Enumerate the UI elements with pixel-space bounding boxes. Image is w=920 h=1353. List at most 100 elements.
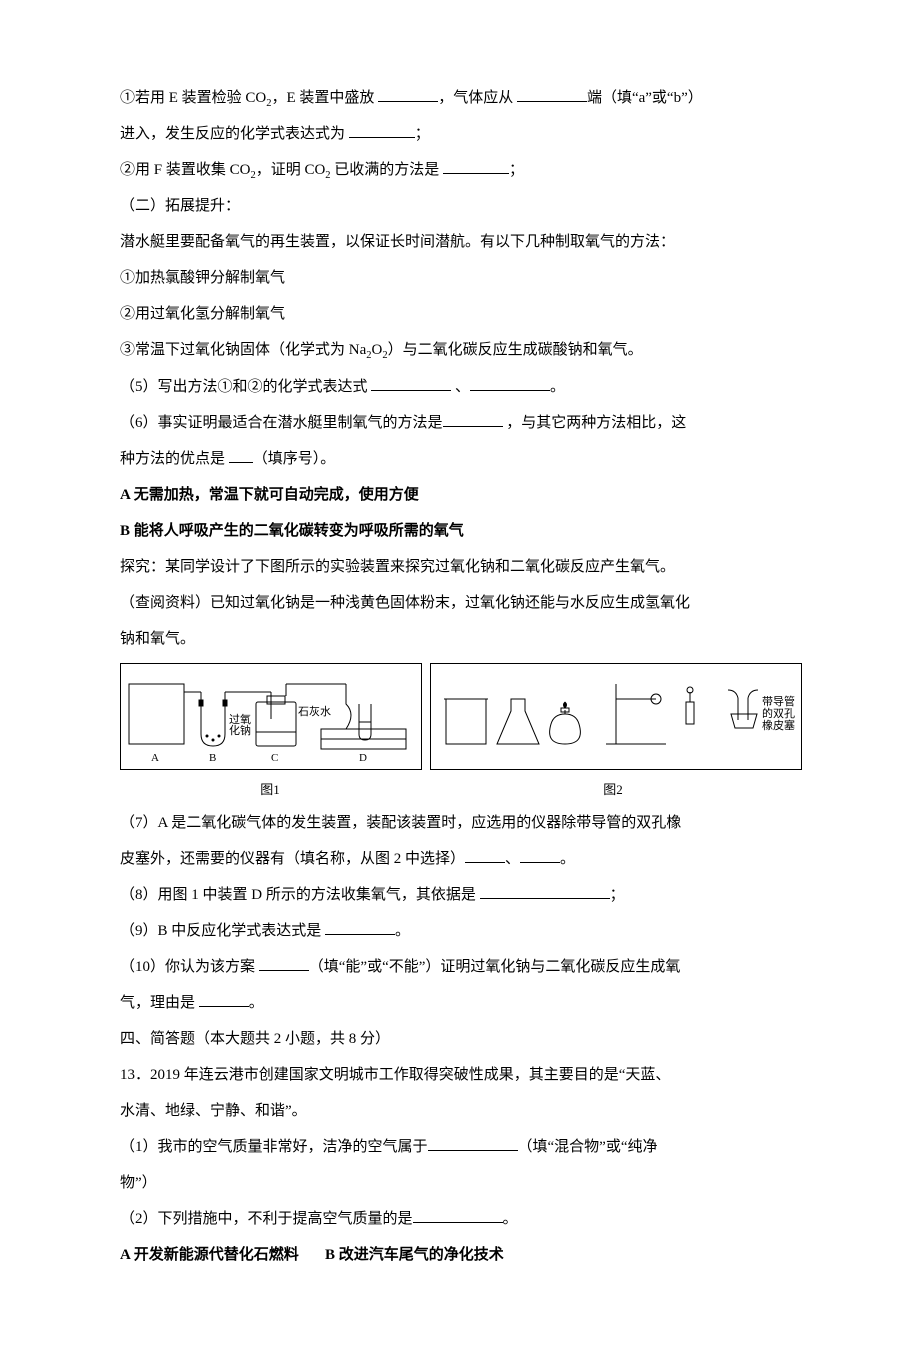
text: 潜水艇里要配备氧气的再生装置，以保证长时间潜航。有以下几种制取氧气的方法： bbox=[120, 234, 675, 250]
figure-1: A B C D 过氧 化钠 石灰水 bbox=[120, 663, 422, 770]
label-na2: 化钠 bbox=[229, 725, 251, 737]
text: 。 bbox=[395, 923, 410, 939]
apparatus-diagram-2-icon bbox=[431, 664, 801, 769]
text: ①若用 E 装置检验 CO bbox=[120, 90, 266, 106]
text: B 能将人呼吸产生的二氧化碳转变为呼吸所需的氧气 bbox=[120, 523, 464, 539]
q13-1-line2: 物”） bbox=[120, 1165, 800, 1201]
blank bbox=[325, 919, 395, 935]
text: 进入，发生反应的化学式表达式为 bbox=[120, 126, 349, 142]
text: 13．2019 年连云港市创建国家文明城市工作取得突破性成果，其主要目的是“天蓝… bbox=[120, 1067, 670, 1083]
text: ； bbox=[415, 126, 430, 142]
text: 。 bbox=[550, 379, 565, 395]
option-B: B 能将人呼吸产生的二氧化碳转变为呼吸所需的氧气 bbox=[120, 513, 800, 549]
blank bbox=[480, 883, 610, 899]
text: 四、简答题（本大题共 2 小题，共 8 分） bbox=[120, 1031, 390, 1047]
q6-line1: （6）事实证明最适合在潜水艇里制氧气的方法是 ，与其它两种方法相比，这 bbox=[120, 405, 800, 441]
option-A: A 无需加热，常温下就可自动完成，使用方便 bbox=[120, 477, 800, 513]
caption-2: 图2 bbox=[428, 774, 798, 805]
text: 探究：某同学设计了下图所示的实验装置来探究过氧化钠和二氧化碳反应产生氧气。 bbox=[120, 559, 675, 575]
text: 、 bbox=[505, 851, 520, 867]
exam-page: ①若用 E 装置检验 CO2，E 装置中盛放 ，气体应从 端（填“a”或“b”）… bbox=[0, 0, 920, 1353]
figure-captions: 图1 图2 bbox=[120, 772, 800, 805]
text: A 无需加热，常温下就可自动完成，使用方便 bbox=[120, 487, 419, 503]
label-lime: 石灰水 bbox=[298, 706, 331, 718]
blank bbox=[229, 447, 253, 463]
text: 。 bbox=[249, 995, 264, 1011]
text: 已收满的方法是 bbox=[331, 162, 444, 178]
text: 。 bbox=[560, 851, 575, 867]
text: （填“混合物”或“纯净 bbox=[518, 1139, 658, 1155]
text: 钠和氧气。 bbox=[120, 631, 195, 647]
text: （5）写出方法①和②的化学式表达式 bbox=[120, 379, 371, 395]
text: （7）A 是二氧化碳气体的发生装置，装配该装置时，应选用的仪器除带导管的双孔橡 bbox=[120, 815, 681, 831]
blank bbox=[199, 991, 249, 1007]
q-part1-line1: ①若用 E 装置检验 CO2，E 装置中盛放 ，气体应从 端（填“a”或“b”） bbox=[120, 80, 800, 116]
blank bbox=[371, 375, 451, 391]
blank bbox=[349, 122, 415, 138]
section-4-title: 四、简答题（本大题共 2 小题，共 8 分） bbox=[120, 1021, 800, 1057]
text: 。 bbox=[503, 1211, 518, 1227]
q13-2: （2）下列措施中，不利于提高空气质量的是 。 bbox=[120, 1201, 800, 1237]
q7-line1: （7）A 是二氧化碳气体的发生装置，装配该装置时，应选用的仪器除带导管的双孔橡 bbox=[120, 805, 800, 841]
text: ； bbox=[610, 887, 625, 903]
text: （9）B 中反应化学式表达式是 bbox=[120, 923, 325, 939]
text: ③常温下过氧化钠固体（化学式为 Na bbox=[120, 342, 366, 358]
text: （查阅资料）已知过氧化钠是一种浅黄色固体粉末，过氧化钠还能与水反应生成氢氧化 bbox=[120, 595, 690, 611]
method-3: ③常温下过氧化钠固体（化学式为 Na2O2）与二氧化碳反应生成碳酸钠和氧气。 bbox=[120, 332, 800, 368]
q8: （8）用图 1 中装置 D 所示的方法收集氧气，其依据是 ； bbox=[120, 877, 800, 913]
text: （6）事实证明最适合在潜水艇里制氧气的方法是 bbox=[120, 415, 443, 431]
figure-2: 带导管 的双孔 橡皮塞 bbox=[430, 663, 802, 770]
text: ①加热氯酸钾分解制氧气 bbox=[120, 270, 285, 286]
text: 水清、地绿、宁静、和谐”。 bbox=[120, 1103, 307, 1119]
blank bbox=[413, 1207, 503, 1223]
blank bbox=[470, 375, 550, 391]
q13-line2: 水清、地绿、宁静、和谐”。 bbox=[120, 1093, 800, 1129]
label-C: C bbox=[271, 752, 278, 764]
q13-options: A 开发新能源代替化石燃料 B 改进汽车尾气的净化技术 bbox=[120, 1237, 800, 1273]
label-B: B bbox=[209, 752, 216, 764]
text: ）与二氧化碳反应生成碳酸钠和氧气。 bbox=[388, 342, 643, 358]
text: ，与其它两种方法相比，这 bbox=[503, 415, 687, 431]
text: （8）用图 1 中装置 D 所示的方法收集氧气，其依据是 bbox=[120, 887, 480, 903]
text: 物”） bbox=[120, 1175, 157, 1191]
label-D: D bbox=[359, 752, 367, 764]
label-stopper-3: 橡皮塞 bbox=[762, 720, 795, 732]
label-A: A bbox=[151, 752, 159, 764]
text: ，证明 CO bbox=[256, 162, 326, 178]
q7-line2: 皮塞外，还需要的仪器有（填名称，从图 2 中选择）、。 bbox=[120, 841, 800, 877]
text: （二）拓展提升： bbox=[120, 198, 240, 214]
text: （2）下列措施中，不利于提高空气质量的是 bbox=[120, 1211, 413, 1227]
text: 、 bbox=[451, 379, 470, 395]
text: （10）你认为该方案 bbox=[120, 959, 259, 975]
text: ，气体应从 bbox=[438, 90, 517, 106]
figure-row: A B C D 过氧 化钠 石灰水 bbox=[120, 663, 800, 770]
text: O bbox=[372, 342, 383, 358]
blank bbox=[443, 411, 503, 427]
blank bbox=[443, 158, 509, 174]
text: （填“能”或“不能”）证明过氧化钠与二氧化碳反应生成氧 bbox=[309, 959, 681, 975]
option-B: B 改进汽车尾气的净化技术 bbox=[325, 1247, 504, 1263]
label-stopper-2: 的双孔 bbox=[762, 708, 795, 720]
label-stopper-1: 带导管 bbox=[762, 696, 795, 708]
option-A: A 开发新能源代替化石燃料 bbox=[120, 1247, 299, 1263]
text: ②用过氧化氢分解制氧气 bbox=[120, 306, 285, 322]
text: 气，理由是 bbox=[120, 995, 199, 1011]
q10-line2: 气，理由是 。 bbox=[120, 985, 800, 1021]
blank bbox=[259, 955, 309, 971]
caption-1: 图1 bbox=[120, 774, 420, 805]
q9: （9）B 中反应化学式表达式是 。 bbox=[120, 913, 800, 949]
q6-line2: 种方法的优点是 （填序号）。 bbox=[120, 441, 800, 477]
q10-line1: （10）你认为该方案 （填“能”或“不能”）证明过氧化钠与二氧化碳反应生成氧 bbox=[120, 949, 800, 985]
text: （填序号）。 bbox=[253, 451, 336, 467]
q5: （5）写出方法①和②的化学式表达式 、 。 bbox=[120, 369, 800, 405]
blank bbox=[378, 86, 438, 102]
section-2-title: （二）拓展提升： bbox=[120, 188, 800, 224]
q-part1-line2: 进入，发生反应的化学式表达式为 ； bbox=[120, 116, 800, 152]
text: （1）我市的空气质量非常好，洁净的空气属于 bbox=[120, 1139, 428, 1155]
blank bbox=[520, 847, 560, 863]
method-1: ①加热氯酸钾分解制氧气 bbox=[120, 260, 800, 296]
blank bbox=[465, 847, 505, 863]
blank bbox=[517, 86, 587, 102]
text: ，E 装置中盛放 bbox=[272, 90, 379, 106]
paragraph: 潜水艇里要配备氧气的再生装置，以保证长时间潜航。有以下几种制取氧气的方法： bbox=[120, 224, 800, 260]
